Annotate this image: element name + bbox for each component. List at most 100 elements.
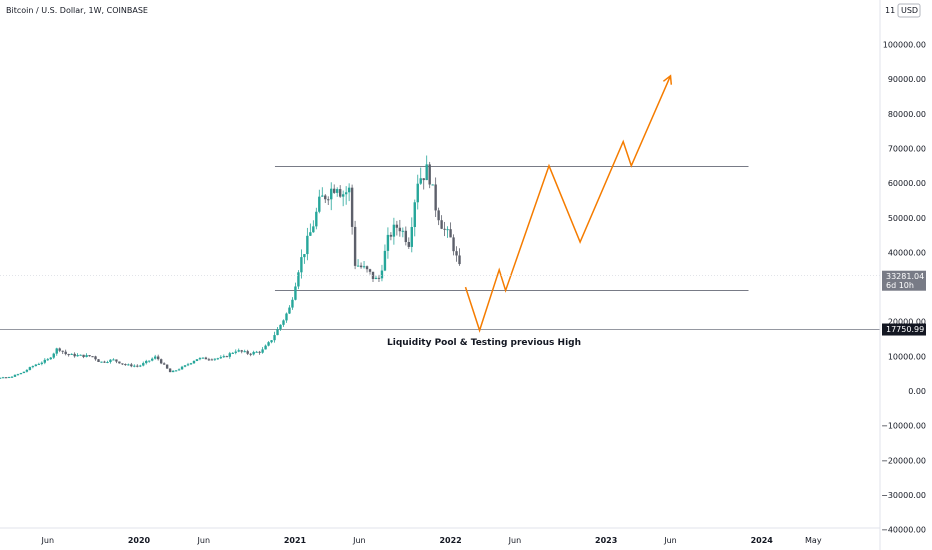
candle-body — [327, 199, 330, 201]
candle-body — [321, 195, 324, 197]
candle-body — [356, 265, 360, 267]
y-tick-label: 0.00 — [908, 387, 926, 396]
candle-body — [40, 362, 44, 364]
candle-body — [419, 178, 422, 184]
candle-body — [380, 270, 384, 279]
candle-body — [455, 251, 458, 256]
x-tick-label: 2021 — [284, 536, 307, 545]
time-axis[interactable]: Jun 2020 Jun 2021 Jun 2022 Jun 2023 Jun 2024 May — [41, 536, 822, 545]
candle-body — [318, 196, 321, 212]
candle-body — [61, 350, 64, 352]
candle-body — [94, 356, 97, 360]
y-tick-label: −20000.00 — [881, 456, 926, 465]
candle-body — [407, 242, 411, 247]
candle-body — [234, 351, 237, 353]
candle-body — [10, 376, 14, 378]
candle-body — [285, 313, 288, 321]
candle-body — [159, 359, 163, 364]
x-tick-label: Jun — [197, 536, 211, 545]
bar-countdown: 6d 10h — [886, 281, 914, 290]
candle-body — [231, 352, 234, 354]
candle-body — [183, 365, 187, 367]
candle-body — [267, 342, 270, 346]
candle-body — [404, 230, 408, 243]
candle-body — [276, 329, 279, 336]
projection-path[interactable] — [464, 75, 672, 333]
candle-body — [22, 371, 26, 374]
candle-body — [449, 229, 452, 238]
candle-body — [162, 363, 166, 365]
candle-body — [201, 357, 205, 359]
candle-body — [204, 357, 208, 360]
candle-body — [55, 348, 58, 354]
candle-body — [34, 364, 38, 367]
candle-body — [398, 227, 402, 232]
candle-body — [333, 188, 336, 193]
candle-body — [300, 257, 303, 273]
candle-body — [130, 364, 133, 367]
candle-body — [392, 224, 396, 237]
candle-body — [25, 369, 29, 372]
chart-title: Bitcoin / U.S. Dollar, 1W, COINBASE — [6, 6, 148, 15]
candle-body — [97, 359, 100, 363]
candle-body — [109, 359, 112, 363]
candle-body — [207, 359, 211, 361]
candle-body — [88, 355, 91, 357]
candle-body — [338, 189, 342, 197]
candle-body — [365, 266, 369, 270]
annotation-text[interactable]: Liquidity Pool & Testing previous High — [387, 338, 581, 348]
candle-body — [67, 354, 70, 356]
candle-body — [413, 202, 416, 228]
candle-body — [210, 359, 214, 361]
last-price-tag: 33281.04 6d 10h — [882, 270, 926, 291]
candle-body — [222, 356, 226, 358]
candle-body — [303, 254, 306, 258]
candle-body — [58, 348, 61, 351]
candle-body — [243, 351, 246, 353]
candle-body — [136, 365, 139, 367]
last-price-value: 33281.04 — [886, 272, 924, 281]
candle-body — [49, 357, 52, 360]
candle-body — [139, 365, 142, 367]
candle-body — [294, 286, 297, 300]
candle-body — [434, 184, 437, 211]
x-tick-label: May — [805, 536, 822, 545]
y-tick-label: 10000.00 — [888, 352, 926, 361]
candle-body — [264, 345, 267, 350]
candle-body — [127, 364, 130, 366]
candle-body — [73, 353, 76, 357]
candle-body — [249, 353, 252, 355]
x-tick-label: 2022 — [439, 536, 461, 545]
candle-body — [133, 365, 136, 367]
candle-body — [171, 370, 175, 373]
candle-body — [335, 189, 339, 193]
candle-body — [124, 364, 127, 366]
x-tick-label: Jun — [41, 536, 55, 545]
candle-body — [142, 363, 145, 366]
candle-body — [383, 250, 387, 271]
candle-body — [46, 359, 49, 361]
candle-body — [341, 194, 345, 197]
candle-body — [273, 335, 276, 341]
currency-button[interactable] — [897, 3, 921, 18]
candle-body — [4, 377, 8, 379]
y-tick-label: −30000.00 — [881, 491, 926, 500]
candle-body — [28, 367, 32, 370]
candle-body — [350, 187, 354, 227]
candle-body — [219, 357, 223, 359]
y-tick-label: −10000.00 — [881, 422, 926, 431]
candle-body — [344, 192, 348, 195]
candle-body — [7, 377, 11, 379]
candle-body — [228, 353, 231, 357]
candle-body — [85, 355, 88, 358]
candle-body — [306, 235, 309, 255]
y-tick-label: −40000.00 — [881, 526, 926, 535]
y-tick-label: 60000.00 — [888, 179, 926, 188]
candle-body — [76, 355, 79, 357]
candle-body — [225, 356, 229, 358]
candle-body — [240, 350, 243, 352]
candle-body — [174, 370, 178, 372]
candle-body — [186, 364, 190, 366]
candle-body — [312, 226, 315, 233]
